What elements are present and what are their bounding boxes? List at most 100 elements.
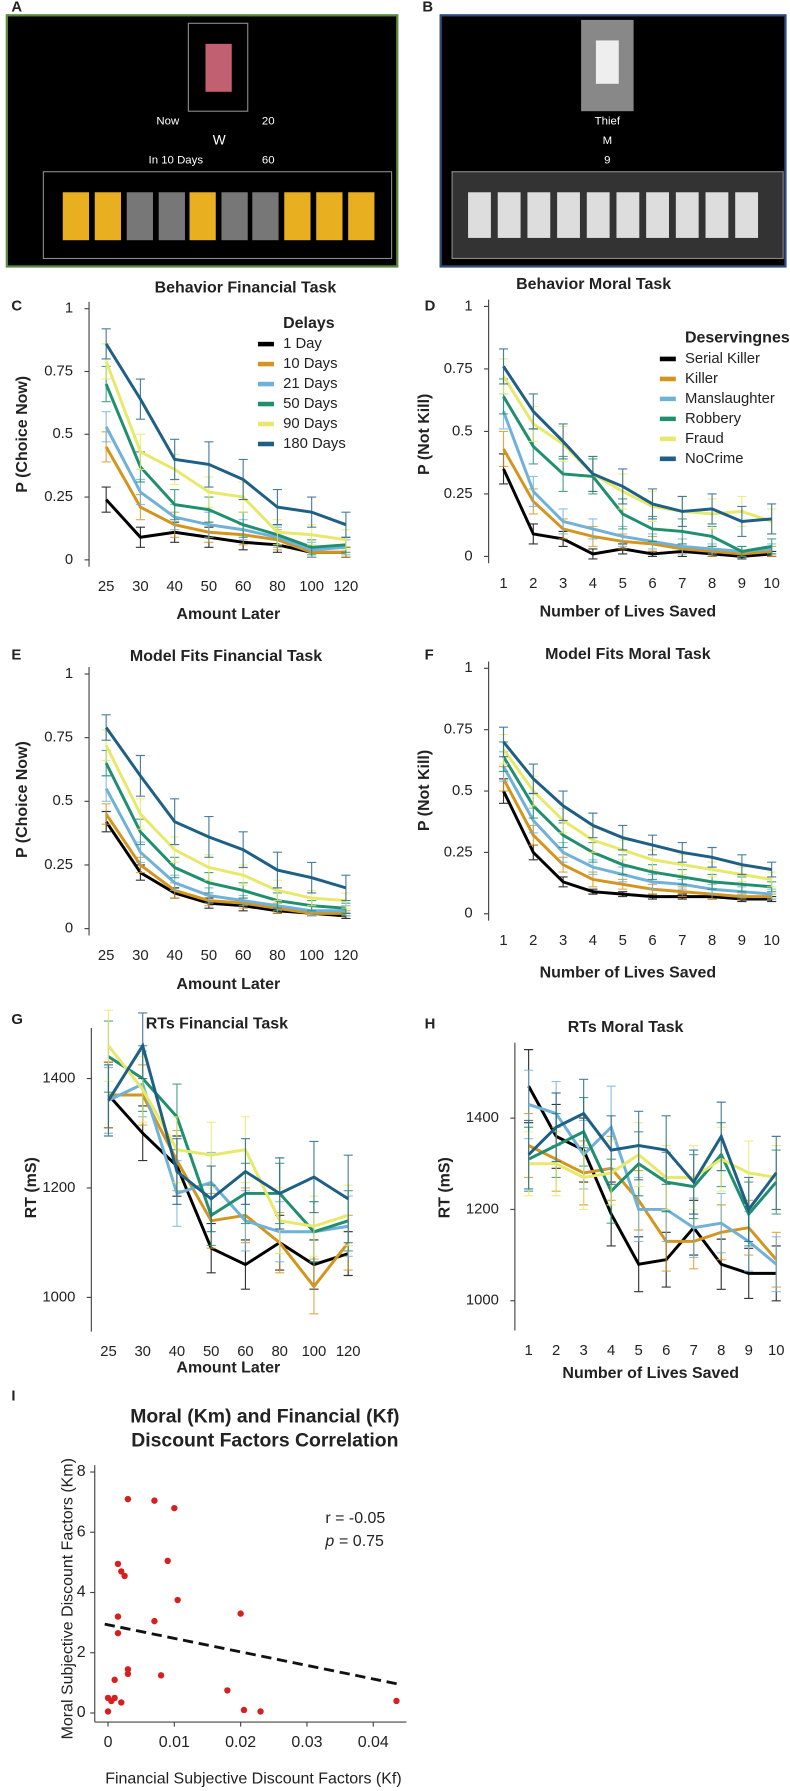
legend-label: 180 Days	[283, 436, 346, 452]
series-line	[502, 748, 772, 881]
y-tick-label: 0	[464, 906, 472, 922]
x-tick-label: 9	[745, 1343, 753, 1359]
annotation: r = -0.05	[325, 1510, 385, 1527]
x-tick-label: 2	[529, 933, 537, 949]
series-line	[502, 410, 772, 553]
y-tick-label: 0.25	[44, 857, 73, 873]
x-tick-label: 100	[299, 579, 324, 595]
series-line	[502, 755, 772, 889]
x-tick-label: 30	[134, 1344, 151, 1360]
x-tick-label: 60	[235, 579, 252, 595]
x-tick-label: 25	[98, 948, 115, 964]
point	[257, 1708, 264, 1715]
x-tick-label: 7	[678, 576, 686, 592]
chart-title: RTs Moral Task	[568, 1019, 684, 1036]
point	[164, 1557, 171, 1565]
point	[157, 1672, 165, 1679]
x-tick-label: 30	[132, 948, 149, 964]
y-tick-label: 0.25	[444, 486, 473, 502]
x-tick-label: 1	[499, 576, 507, 592]
y-tick-label: 1000	[42, 1289, 75, 1305]
x-tick-label: 120	[334, 579, 359, 595]
panel-letter: H	[425, 1016, 436, 1032]
x-tick-label: 40	[166, 948, 183, 964]
x-tick-label: 50	[201, 948, 218, 964]
x-tick-label: 10	[763, 576, 780, 592]
y-tick-label: 0	[77, 1704, 86, 1721]
y-tick-label: 8	[77, 1463, 86, 1480]
series-line	[502, 778, 772, 899]
y-tick-label: 0.5	[52, 793, 73, 809]
screen-text: Thief	[595, 115, 621, 127]
series-line	[104, 787, 346, 913]
x-axis-label: Number of Lives Saved	[562, 1365, 739, 1382]
x-tick-label: 100	[302, 1344, 327, 1360]
y-tick-label: 6	[77, 1523, 86, 1540]
x-tick-label: 10	[768, 1343, 785, 1359]
legend-label: Manslaughter	[685, 391, 775, 407]
tiles	[468, 192, 759, 238]
x-tick-label: 6	[662, 1343, 670, 1359]
annotation: = 0.75	[339, 1533, 384, 1550]
tiles	[62, 192, 375, 241]
x-tick-label: 5	[619, 933, 627, 949]
legend-label: 21 Days	[283, 376, 337, 392]
y-axis-label: RT (mS)	[23, 1157, 40, 1218]
x-tick-label: 0.04	[358, 1734, 389, 1751]
point	[118, 1568, 125, 1575]
series-line	[502, 468, 772, 558]
x-tick-label: 25	[100, 1344, 116, 1360]
x-tick-label: 0.03	[291, 1734, 322, 1751]
series-line	[528, 1152, 777, 1180]
point	[237, 1610, 244, 1617]
y-tick-label: 0.75	[44, 730, 73, 746]
x-tick-label: 80	[271, 1344, 288, 1360]
y-tick-label: 0.75	[444, 722, 473, 738]
y-tick-label: 1400	[466, 1110, 499, 1126]
series-line	[527, 1085, 777, 1275]
chart-title: Model Fits Moral Task	[545, 646, 711, 663]
y-tick-label: 1	[464, 660, 472, 676]
series-line	[502, 741, 772, 872]
x-tick-label: 6	[648, 933, 656, 949]
legend-label: NoCrime	[685, 451, 744, 467]
point	[114, 1613, 122, 1620]
x-tick-label: 8	[708, 576, 716, 592]
series-line	[104, 744, 347, 903]
error-bar	[101, 486, 111, 513]
panel-letter: C	[11, 298, 22, 314]
point	[121, 1572, 128, 1580]
x-tick-label: 1	[499, 933, 507, 949]
x-tick-label: 50	[201, 579, 218, 595]
x-tick-label: 80	[269, 579, 286, 595]
chart-title: Model Fits Financial Task	[130, 648, 322, 665]
legend-title: Delays	[283, 315, 335, 332]
x-axis-label: Number of Lives Saved	[540, 964, 717, 981]
point	[114, 1629, 122, 1637]
point	[174, 1596, 181, 1604]
y-tick-label: 1000	[466, 1293, 499, 1309]
series-line	[502, 790, 772, 901]
screen-text: In 10 Days	[149, 154, 204, 166]
error-bar	[101, 714, 111, 741]
series-line	[502, 395, 772, 553]
panel-letter: F	[425, 648, 434, 664]
y-tick-label: 0.5	[452, 783, 473, 799]
point	[151, 1617, 158, 1625]
legend-label: Fraud	[685, 431, 724, 447]
y-tick-label: 0.75	[444, 361, 473, 377]
chart-title: Behavior Financial Task	[155, 279, 337, 296]
y-tick-label: 1	[464, 298, 472, 314]
series-line	[527, 1111, 778, 1213]
x-tick-label: 9	[738, 933, 746, 949]
x-tick-label: 1	[525, 1343, 533, 1359]
y-tick-label: 0	[65, 921, 73, 937]
x-axis-label: Amount Later	[176, 976, 280, 993]
series-line	[502, 365, 772, 523]
screen-text: 60	[262, 154, 275, 166]
y-tick-label: 0	[464, 548, 472, 564]
x-tick-label: 0.01	[159, 1734, 190, 1751]
annotation: p	[324, 1533, 334, 1550]
x-tick-label: 4	[589, 933, 597, 949]
